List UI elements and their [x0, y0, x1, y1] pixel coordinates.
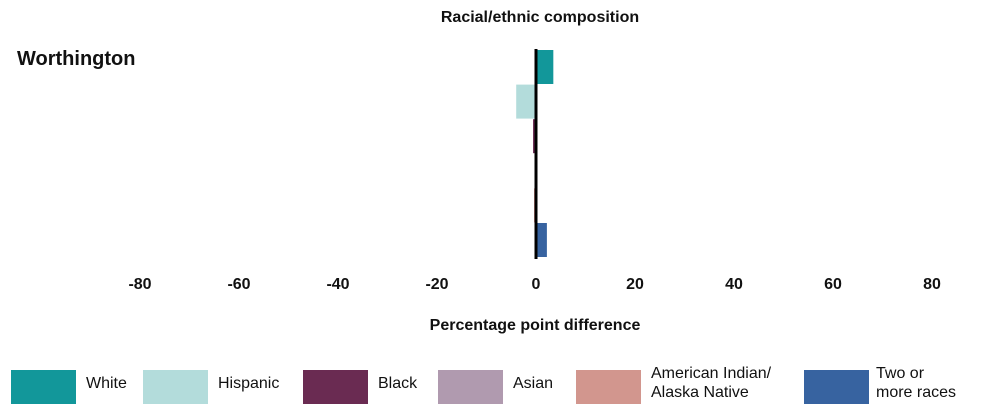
bar-0: [536, 50, 554, 84]
legend-swatch: [143, 370, 208, 404]
legend-label: Hispanic: [218, 375, 280, 392]
bar-chart-plot: [516, 49, 554, 259]
bar-5: [536, 223, 547, 257]
bar-1: [516, 84, 536, 119]
x-tick-label: -80: [128, 276, 152, 293]
x-tick-label: -40: [326, 276, 350, 293]
chart-title: Racial/ethnic composition: [440, 9, 640, 26]
legend-label: American Indian/ Alaska Native: [651, 365, 772, 401]
group-label: Worthington: [17, 48, 136, 70]
x-tick-label: 20: [626, 276, 644, 293]
legend-swatch: [804, 370, 869, 404]
x-tick-label: 40: [725, 276, 743, 293]
legend-swatch: [576, 370, 641, 404]
legend-label: Asian: [513, 375, 554, 392]
legend-label: Black: [378, 375, 418, 392]
x-tick-label: -20: [425, 276, 449, 293]
legend-swatch: [11, 370, 76, 404]
x-tick-label: -60: [227, 276, 251, 293]
legend-swatch: [303, 370, 368, 404]
x-tick-label: 80: [923, 276, 941, 293]
x-tick-label: 0: [531, 276, 541, 293]
legend-label: White: [86, 375, 127, 392]
legend-swatch: [438, 370, 503, 404]
x-tick-label: 60: [824, 276, 842, 293]
legend-label: Two or more races: [876, 365, 957, 401]
x-axis-label: Percentage point difference: [429, 317, 641, 334]
